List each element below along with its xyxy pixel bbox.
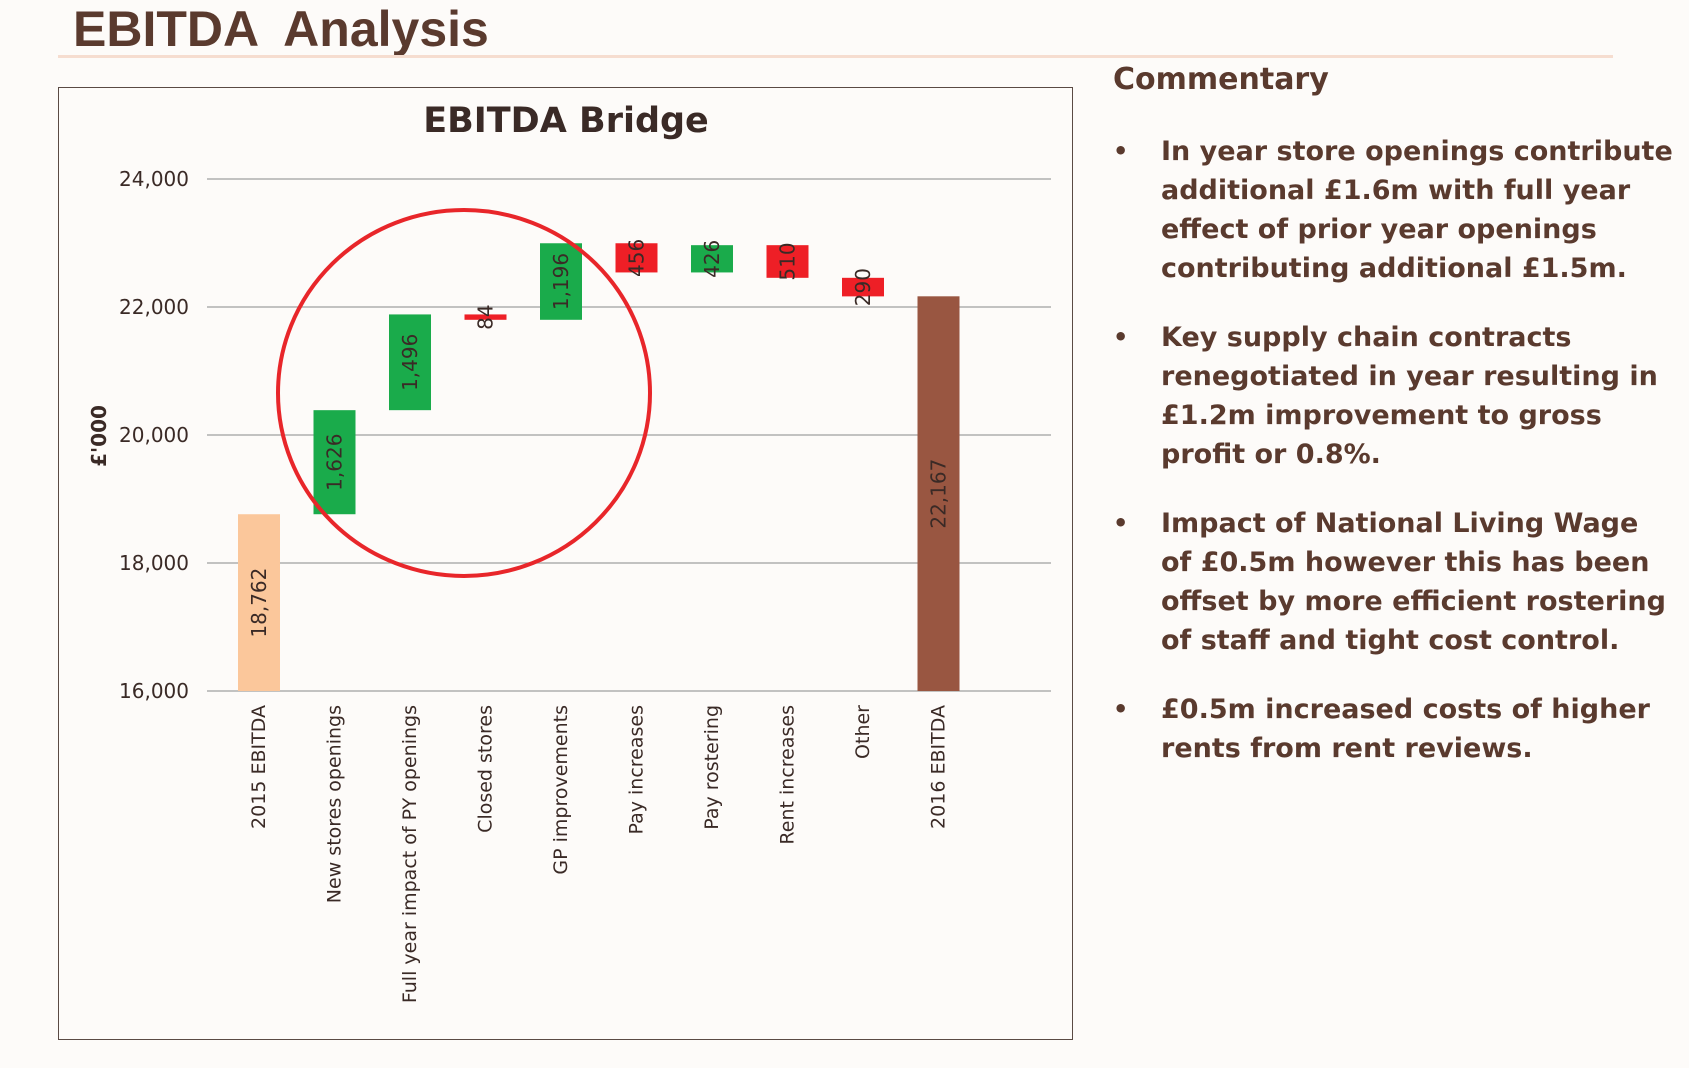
data-label: 426	[700, 240, 724, 278]
x-tick-label: Closed stores	[475, 705, 497, 833]
data-label: 290	[851, 268, 875, 306]
title-divider	[58, 55, 1613, 58]
x-tick-label: 2016 EBITDA	[928, 705, 950, 829]
waterfall-bar	[917, 296, 960, 691]
x-tick-label: New stores openings	[324, 705, 346, 903]
x-tick-label: GP improvements	[550, 705, 572, 875]
waterfall-bar	[691, 245, 733, 273]
waterfall-bar	[389, 314, 431, 411]
ebitda-bridge-chart: EBITDA Bridge £'000 16,000 18,000 20,000 22…	[87, 101, 1051, 1003]
x-tick-label: Other	[852, 705, 874, 759]
waterfall-bar	[842, 277, 884, 297]
commentary-bullet: Impact of National Living Wage of £0.5m …	[1113, 504, 1673, 660]
y-tick-label: 20,000	[119, 423, 189, 447]
page-title: EBITDA Analysis	[73, 1, 489, 57]
data-label: 84	[474, 304, 498, 329]
chart-title: EBITDA Bridge	[423, 101, 709, 141]
chart-panel: EBITDA Bridge £'000 16,000 18,000 20,000 22…	[58, 87, 1073, 1040]
x-tick-label: Pay increases	[626, 705, 648, 835]
commentary-bullet: Key supply chain contracts renegotiated …	[1113, 318, 1673, 474]
y-axis-label: £'000	[87, 405, 111, 467]
data-label: 1,626	[323, 434, 347, 491]
waterfall-bar	[540, 243, 582, 320]
highlight-circle	[276, 208, 652, 578]
waterfall-bar	[615, 243, 658, 273]
x-tick-label: 2015 EBITDA	[248, 705, 270, 829]
data-label: 1,196	[549, 253, 573, 310]
commentary-bullet: £0.5m increased costs of higher rents fr…	[1113, 690, 1673, 768]
commentary-bullet: In year store openings contribute additi…	[1113, 132, 1673, 288]
data-label: 510	[776, 242, 800, 280]
data-label: 18,762	[247, 568, 271, 638]
y-tick-label: 18,000	[119, 551, 189, 575]
commentary-list: In year store openings contribute additi…	[1113, 132, 1673, 798]
data-label: 22,167	[927, 459, 951, 529]
commentary-heading: Commentary	[1113, 62, 1329, 97]
data-label: 1,496	[398, 334, 422, 391]
x-tick-label: Rent increases	[777, 705, 799, 845]
x-tick-label: Full year impact of PY openings	[399, 705, 421, 1003]
waterfall-bar	[766, 245, 809, 278]
waterfall-bar	[313, 410, 356, 515]
x-tick-label: Pay rostering	[701, 705, 723, 830]
waterfall-bar	[238, 514, 280, 691]
data-label: 456	[625, 239, 649, 277]
y-tick-label: 24,000	[119, 167, 189, 191]
y-tick-label: 22,000	[119, 295, 189, 319]
waterfall-bar	[464, 314, 507, 320]
y-tick-label: 16,000	[119, 679, 189, 703]
